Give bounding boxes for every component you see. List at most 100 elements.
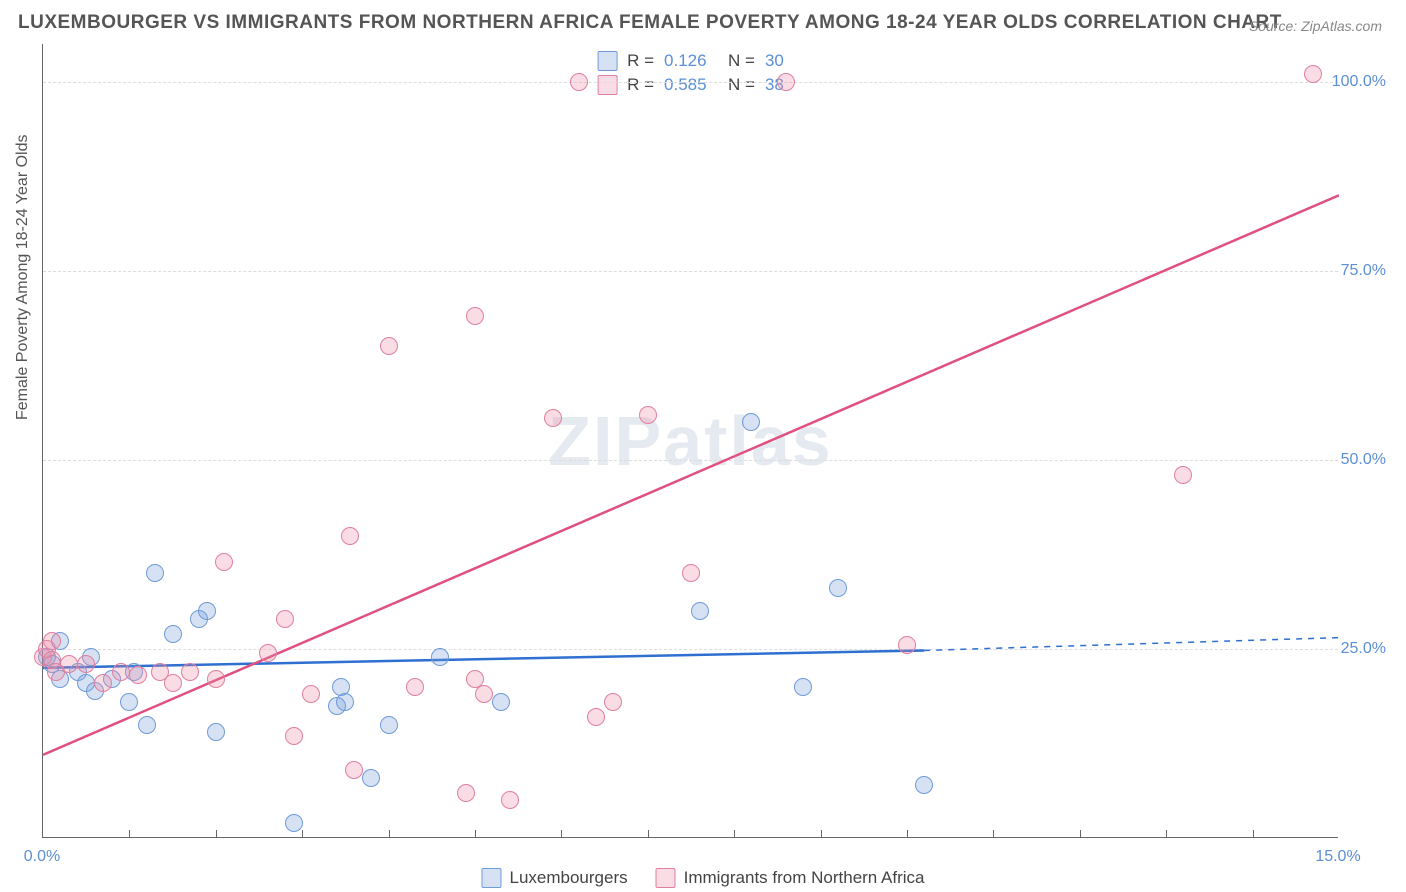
data-point <box>341 527 359 545</box>
data-point <box>915 776 933 794</box>
data-point <box>259 644 277 662</box>
x-tick <box>1166 830 1167 838</box>
x-tick <box>907 830 908 838</box>
legend-item: Luxembourgers <box>481 868 627 888</box>
data-point <box>1174 466 1192 484</box>
data-point <box>207 723 225 741</box>
data-point <box>380 716 398 734</box>
data-point <box>94 674 112 692</box>
gridline <box>43 271 1338 272</box>
data-point <box>362 769 380 787</box>
data-point <box>604 693 622 711</box>
x-tick <box>734 830 735 838</box>
data-point <box>285 727 303 745</box>
data-point <box>794 678 812 696</box>
y-tick-label: 25.0% <box>1341 640 1386 658</box>
data-point <box>898 636 916 654</box>
regression-overlay <box>43 44 1339 838</box>
data-point <box>164 674 182 692</box>
data-point <box>43 632 61 650</box>
x-tick <box>561 830 562 838</box>
data-point <box>431 648 449 666</box>
data-point <box>215 553 233 571</box>
gridline <box>43 460 1338 461</box>
data-point <box>829 579 847 597</box>
data-point <box>492 693 510 711</box>
data-point <box>336 693 354 711</box>
data-point <box>682 564 700 582</box>
scatter-plot: ZIPatlas R =0.126N =30R =0.585N =38 <box>42 44 1338 838</box>
y-tick-label: 75.0% <box>1341 262 1386 280</box>
y-tick-label: 50.0% <box>1341 451 1386 469</box>
watermark-text: ZIPatlas <box>548 401 832 481</box>
source-label: Source: ZipAtlas.com <box>1249 18 1382 34</box>
x-tick-label: 15.0% <box>1315 848 1360 866</box>
gridline <box>43 649 1338 650</box>
x-tick-label: 0.0% <box>24 848 60 866</box>
x-tick <box>993 830 994 838</box>
x-tick <box>216 830 217 838</box>
r-label: R = <box>627 73 654 97</box>
data-point <box>406 678 424 696</box>
data-point <box>691 602 709 620</box>
data-point <box>1304 65 1322 83</box>
data-point <box>285 814 303 832</box>
data-point <box>276 610 294 628</box>
data-point <box>587 708 605 726</box>
data-point <box>380 337 398 355</box>
legend-series: Luxembourgers Immigrants from Northern Af… <box>481 868 924 888</box>
chart-title: LUXEMBOURGER VS IMMIGRANTS FROM NORTHERN… <box>18 12 1282 34</box>
data-point <box>777 73 795 91</box>
x-tick <box>1080 830 1081 838</box>
legend-label: Immigrants from Northern Africa <box>684 868 925 888</box>
data-point <box>138 716 156 734</box>
legend-swatch <box>481 868 501 888</box>
r-value: 0.126 <box>664 49 718 73</box>
legend-swatch <box>597 51 617 71</box>
legend-stat-row: R = 0.126 N = 30 <box>597 49 784 73</box>
legend-stat-row: R =0.585N =38 <box>597 73 784 97</box>
data-point <box>639 406 657 424</box>
data-point <box>302 685 320 703</box>
gridline <box>43 82 1338 83</box>
y-axis-label: Female Poverty Among 18-24 Year Olds <box>14 135 32 421</box>
legend-stats: R =0.126N =30R =0.585N =38 <box>591 47 790 99</box>
data-point <box>112 663 130 681</box>
data-point <box>181 663 199 681</box>
y-tick-label: 100.0% <box>1332 73 1386 91</box>
x-tick <box>1253 830 1254 838</box>
n-value: 30 <box>765 49 784 73</box>
legend-item: Immigrants from Northern Africa <box>656 868 925 888</box>
n-label: N = <box>728 73 755 97</box>
x-tick <box>648 830 649 838</box>
data-point <box>742 413 760 431</box>
x-tick <box>302 830 303 838</box>
data-point <box>570 73 588 91</box>
r-label: R = <box>627 49 654 73</box>
data-point <box>60 655 78 673</box>
data-point <box>146 564 164 582</box>
x-tick <box>475 830 476 838</box>
data-point <box>501 791 519 809</box>
data-point <box>198 602 216 620</box>
data-point <box>466 307 484 325</box>
x-tick <box>129 830 130 838</box>
x-tick <box>821 830 822 838</box>
data-point <box>207 670 225 688</box>
regression-line <box>43 195 1339 755</box>
n-label: N = <box>728 49 755 73</box>
data-point <box>457 784 475 802</box>
data-point <box>77 655 95 673</box>
data-point <box>164 625 182 643</box>
data-point <box>129 666 147 684</box>
data-point <box>544 409 562 427</box>
data-point <box>475 685 493 703</box>
regression-line <box>43 650 924 667</box>
legend-swatch <box>656 868 676 888</box>
x-tick <box>389 830 390 838</box>
data-point <box>345 761 363 779</box>
r-value: 0.585 <box>664 73 718 97</box>
data-point <box>120 693 138 711</box>
legend-swatch <box>597 75 617 95</box>
legend-label: Luxembourgers <box>509 868 627 888</box>
